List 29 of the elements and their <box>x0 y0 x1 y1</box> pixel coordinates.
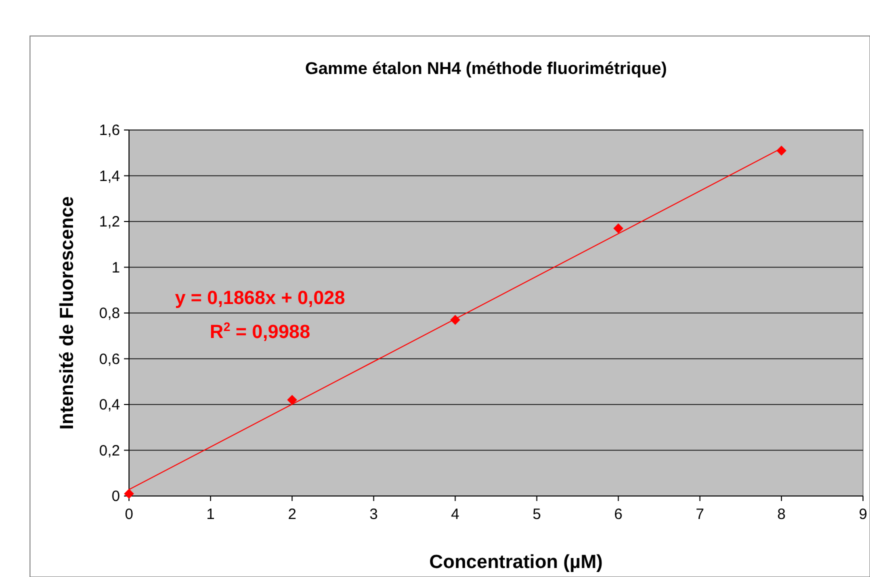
x-tick-label: 3 <box>369 506 378 523</box>
x-tick-label: 6 <box>614 506 623 523</box>
point <box>776 146 786 156</box>
chart-title: Gamme étalon NH4 (méthode fluorimétrique) <box>305 59 667 78</box>
y-tick-label: 1,2 <box>99 214 120 230</box>
y-tick-label: 1,4 <box>99 168 120 185</box>
annotation: y = 0,1868x + 0,028 <box>174 288 346 309</box>
x-tick-label: 8 <box>777 506 786 523</box>
x-tick-label: 1 <box>206 506 215 523</box>
x-tick-label: 5 <box>532 506 541 523</box>
x-tick-label: 0 <box>124 506 134 523</box>
y-tick-label: 1 <box>112 259 120 276</box>
point <box>287 394 298 405</box>
y-tick-label: 0 <box>112 488 120 505</box>
y-tick-label: 0,4 <box>99 396 120 414</box>
y-tick-label: 0,8 <box>99 305 120 322</box>
x-tick-label: 2 <box>288 506 296 523</box>
point <box>613 223 624 234</box>
point <box>124 488 134 499</box>
x-tick-label: 9 <box>858 506 868 523</box>
y-axis-title: Intensité de Fluorescence <box>57 196 78 430</box>
x-tick-label: 4 <box>451 506 460 523</box>
annotation: R$^{2}$ = 0,9988 <box>210 320 310 343</box>
y-tick-label: 0,6 <box>99 350 120 368</box>
point <box>450 314 460 325</box>
y-tick-label: 1,6 <box>99 122 120 139</box>
x-axis-title: Concentration (µM) <box>429 552 603 573</box>
y-tick-label: 0,2 <box>99 442 120 460</box>
x-tick-label: 7 <box>696 506 704 523</box>
